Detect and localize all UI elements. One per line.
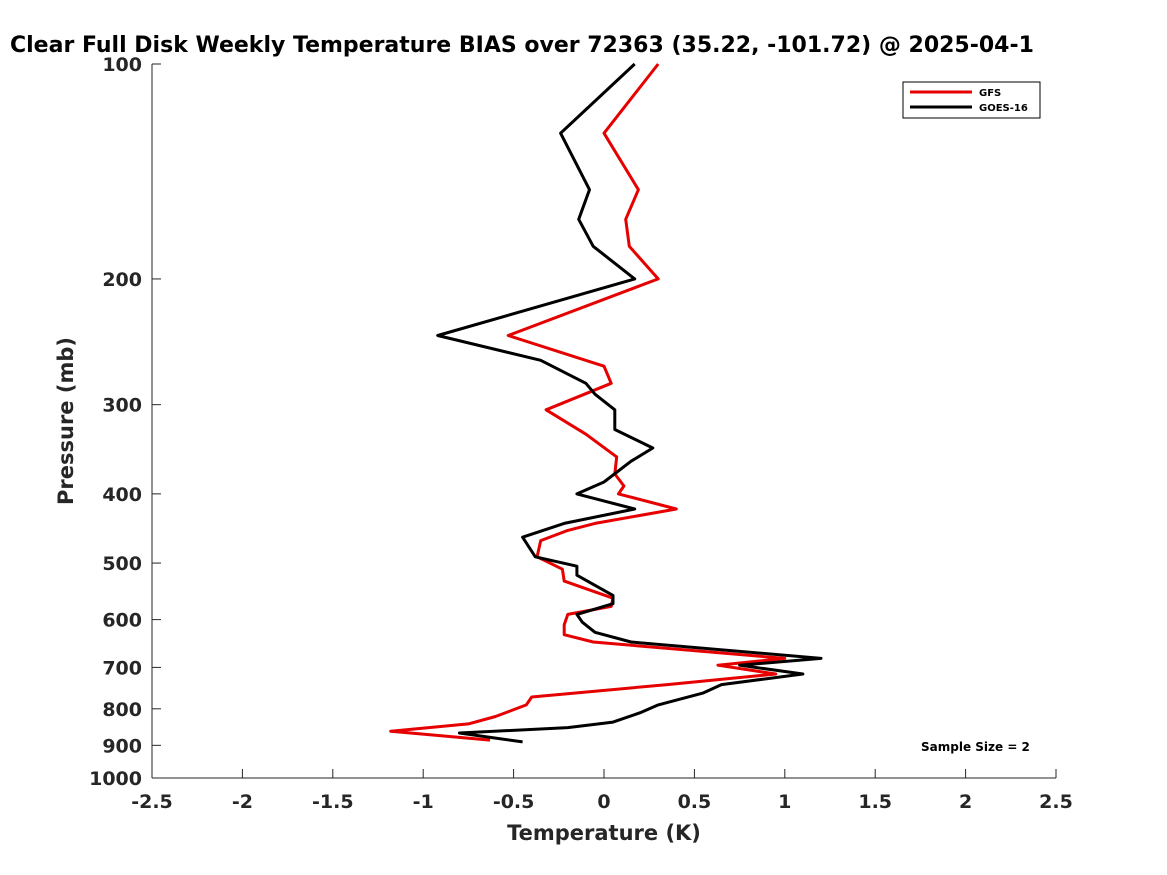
legend: GFS GOES-16 (902, 81, 1041, 119)
y-axis-ticks: 100 200 300 400 500 600 700 800 900 1000 (89, 54, 161, 790)
series-line-gfs (389, 63, 787, 742)
x-tick-label: -1.5 (312, 791, 354, 813)
x-tick-label: -2 (232, 791, 253, 813)
series-line-goes-16 (436, 62, 823, 744)
x-axis-label: Temperature (K) (507, 821, 701, 845)
y-tick-label: 900 (102, 735, 142, 757)
y-tick-label: 100 (102, 54, 142, 76)
x-tick-label: -0.5 (493, 791, 535, 813)
x-tick-label: -2.5 (131, 791, 173, 813)
x-tick-label: -1 (413, 791, 434, 813)
y-tick-label: 300 (102, 395, 142, 417)
y-tick-label: 600 (102, 610, 142, 632)
x-axis-ticks: -2.5 -2 -1.5 -1 -0.5 0 0.5 1 1.5 2 2.5 (131, 769, 1073, 813)
y-tick-label: 1000 (89, 768, 142, 790)
chart-title: Clear Full Disk Weekly Temperature BIAS … (10, 33, 1034, 58)
legend-box (902, 81, 1041, 119)
y-tick-label: 700 (102, 657, 142, 679)
y-tick-label: 800 (102, 699, 142, 721)
x-tick-label: 2.5 (1039, 791, 1073, 813)
x-tick-label: 1 (778, 791, 791, 813)
y-tick-label: 500 (102, 553, 142, 575)
x-tick-label: 0 (597, 791, 610, 813)
y-axis-label: Pressure (mb) (54, 337, 78, 505)
y-tick-label: 200 (102, 269, 142, 291)
y-tick-label: 400 (102, 484, 142, 506)
x-tick-label: 0.5 (678, 791, 712, 813)
sample-size-annotation: Sample Size = 2 (921, 740, 1030, 754)
legend-label-gfs: GFS (979, 88, 1001, 99)
legend-label-goes-16: GOES-16 (979, 103, 1028, 114)
x-tick-label: 2 (959, 791, 972, 813)
series-layer (389, 62, 823, 744)
x-tick-label: 1.5 (858, 791, 892, 813)
